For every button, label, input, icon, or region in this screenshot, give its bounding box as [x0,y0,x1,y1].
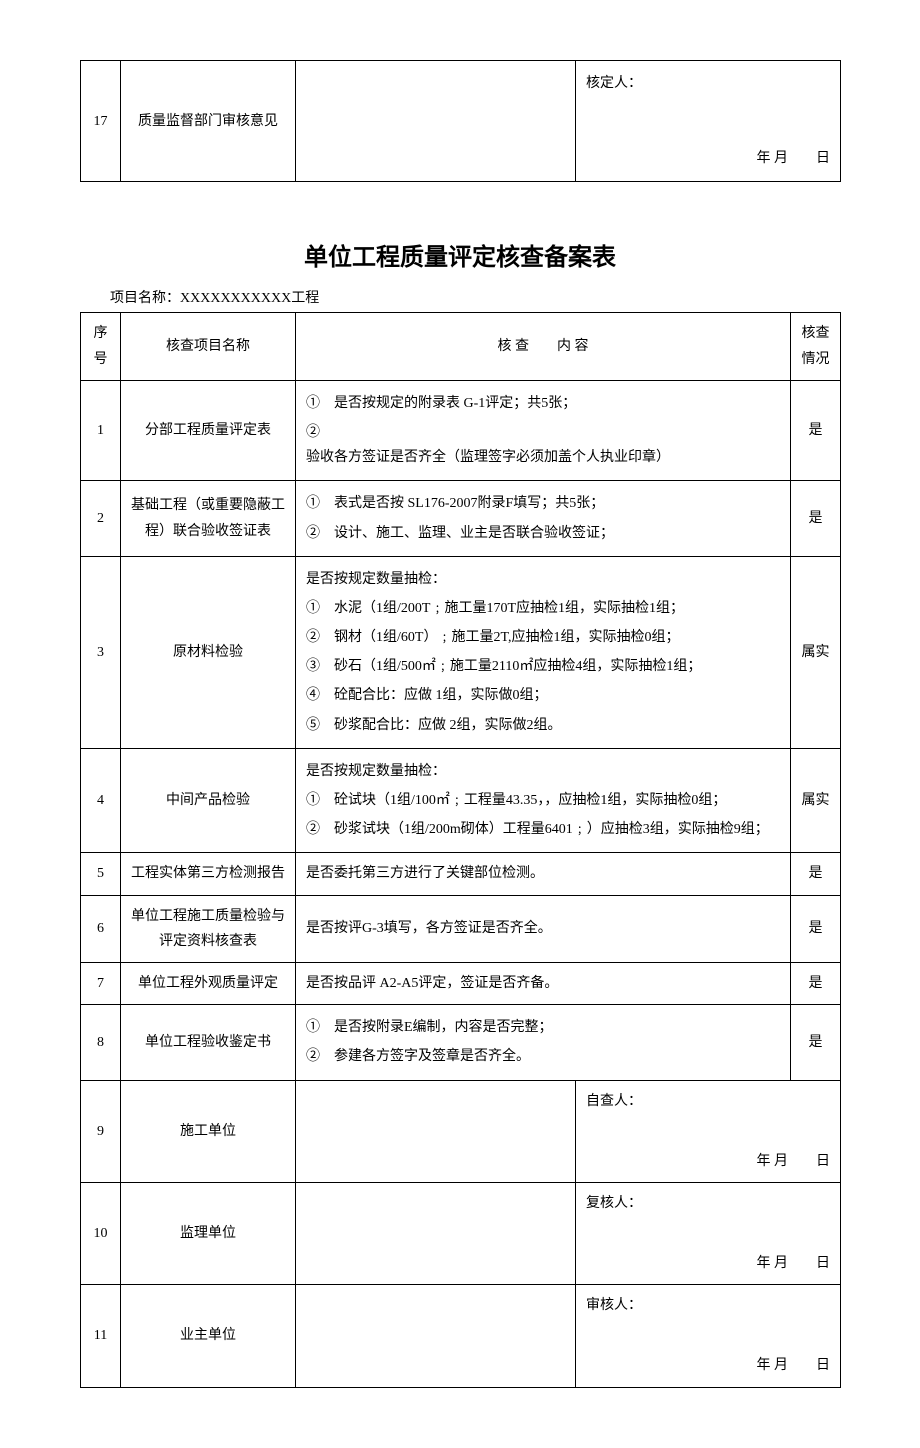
project-name: 项目名称：XXXXXXXXXXX工程 [110,287,840,307]
top-table: 17质量监督部门审核意见核定人：年 月 日 [80,60,841,182]
main-table: 序号核查项目名称核 查 内 容核查情况1分部工程质量评定表① 是否按规定的附录表… [80,312,841,1387]
document-title: 单位工程质量评定核查备案表 [80,237,840,272]
